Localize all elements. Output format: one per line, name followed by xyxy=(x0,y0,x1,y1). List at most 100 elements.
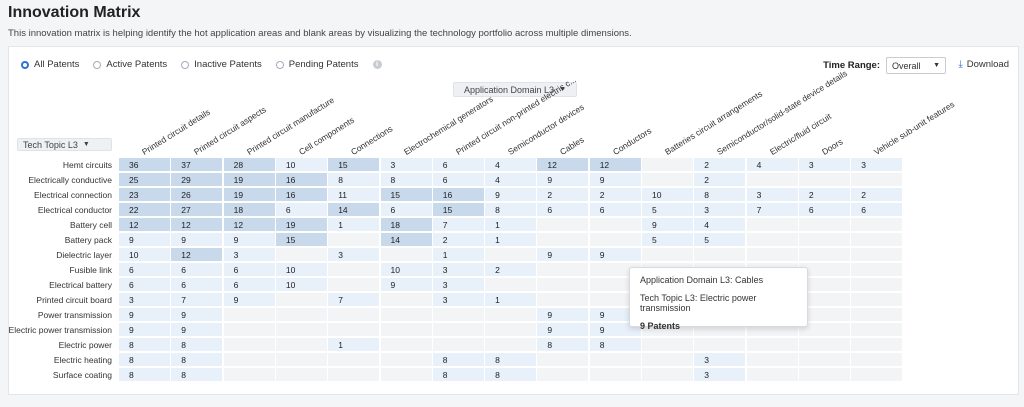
matrix-cell[interactable]: 4 xyxy=(485,158,537,172)
matrix-cell[interactable] xyxy=(433,338,485,352)
matrix-cell[interactable]: 1 xyxy=(328,338,380,352)
matrix-cell[interactable]: 9 xyxy=(590,248,642,262)
matrix-cell[interactable]: 26 xyxy=(171,188,223,202)
matrix-cell[interactable]: 9 xyxy=(485,188,537,202)
matrix-cell[interactable] xyxy=(851,338,903,352)
matrix-cell[interactable]: 19 xyxy=(224,173,276,187)
matrix-cell[interactable]: 7 xyxy=(747,203,799,217)
matrix-cell[interactable] xyxy=(276,368,328,382)
matrix-cell[interactable]: 16 xyxy=(276,188,328,202)
matrix-cell[interactable]: 2 xyxy=(433,233,485,247)
matrix-cell[interactable]: 8 xyxy=(485,203,537,217)
matrix-cell[interactable]: 2 xyxy=(590,188,642,202)
matrix-cell[interactable] xyxy=(747,173,799,187)
matrix-cell[interactable]: 7 xyxy=(328,293,380,307)
matrix-cell[interactable]: 11 xyxy=(328,188,380,202)
matrix-cell[interactable] xyxy=(851,263,903,277)
matrix-cell[interactable] xyxy=(433,323,485,337)
matrix-cell[interactable] xyxy=(485,248,537,262)
matrix-cell[interactable]: 16 xyxy=(276,173,328,187)
matrix-cell[interactable] xyxy=(328,353,380,367)
matrix-cell[interactable] xyxy=(799,353,851,367)
matrix-cell[interactable] xyxy=(590,368,642,382)
matrix-cell[interactable] xyxy=(485,323,537,337)
matrix-cell[interactable]: 6 xyxy=(590,203,642,217)
matrix-cell[interactable] xyxy=(642,338,694,352)
matrix-cell[interactable] xyxy=(276,338,328,352)
matrix-cell[interactable]: 9 xyxy=(119,323,171,337)
matrix-cell[interactable] xyxy=(642,173,694,187)
matrix-cell[interactable] xyxy=(642,248,694,262)
matrix-cell[interactable] xyxy=(433,308,485,322)
matrix-cell[interactable]: 3 xyxy=(694,203,746,217)
matrix-cell[interactable]: 3 xyxy=(433,263,485,277)
matrix-cell[interactable]: 1 xyxy=(433,248,485,262)
matrix-cell[interactable]: 10 xyxy=(381,263,433,277)
matrix-cell[interactable] xyxy=(590,233,642,247)
matrix-cell[interactable] xyxy=(276,323,328,337)
matrix-cell[interactable]: 3 xyxy=(799,158,851,172)
matrix-cell[interactable]: 18 xyxy=(381,218,433,232)
matrix-cell[interactable]: 8 xyxy=(171,368,223,382)
matrix-cell[interactable]: 12 xyxy=(590,158,642,172)
matrix-cell[interactable] xyxy=(328,278,380,292)
matrix-cell[interactable]: 19 xyxy=(276,218,328,232)
matrix-cell[interactable] xyxy=(851,248,903,262)
matrix-cell[interactable]: 10 xyxy=(276,278,328,292)
matrix-cell[interactable] xyxy=(851,308,903,322)
matrix-cell[interactable]: 7 xyxy=(171,293,223,307)
matrix-cell[interactable]: 25 xyxy=(119,173,171,187)
matrix-cell[interactable]: 9 xyxy=(224,233,276,247)
matrix-cell[interactable]: 9 xyxy=(537,308,589,322)
matrix-cell[interactable]: 6 xyxy=(537,203,589,217)
matrix-cell[interactable]: 8 xyxy=(537,338,589,352)
matrix-cell[interactable]: 5 xyxy=(694,233,746,247)
matrix-cell[interactable]: 8 xyxy=(328,173,380,187)
matrix-cell[interactable]: 16 xyxy=(433,188,485,202)
matrix-cell[interactable]: 19 xyxy=(224,188,276,202)
matrix-cell[interactable]: 3 xyxy=(433,293,485,307)
matrix-cell[interactable]: 3 xyxy=(747,188,799,202)
matrix-cell[interactable] xyxy=(328,368,380,382)
matrix-cell[interactable]: 9 xyxy=(381,278,433,292)
matrix-cell[interactable]: 2 xyxy=(694,173,746,187)
time-range-select[interactable]: Overall▼ xyxy=(886,57,946,74)
matrix-cell[interactable] xyxy=(381,293,433,307)
matrix-cell[interactable]: 9 xyxy=(537,248,589,262)
matrix-cell[interactable] xyxy=(224,338,276,352)
matrix-cell[interactable] xyxy=(537,233,589,247)
matrix-cell[interactable]: 8 xyxy=(485,353,537,367)
matrix-cell[interactable]: 9 xyxy=(171,308,223,322)
matrix-cell[interactable]: 23 xyxy=(119,188,171,202)
matrix-cell[interactable]: 3 xyxy=(328,248,380,262)
matrix-cell[interactable] xyxy=(381,338,433,352)
matrix-cell[interactable] xyxy=(590,353,642,367)
matrix-cell[interactable] xyxy=(224,353,276,367)
matrix-cell[interactable]: 12 xyxy=(171,218,223,232)
matrix-cell[interactable]: 2 xyxy=(799,188,851,202)
matrix-cell[interactable] xyxy=(381,353,433,367)
matrix-cell[interactable] xyxy=(799,368,851,382)
matrix-cell[interactable]: 5 xyxy=(642,203,694,217)
matrix-cell[interactable] xyxy=(642,368,694,382)
matrix-cell[interactable]: 12 xyxy=(119,218,171,232)
matrix-cell[interactable] xyxy=(851,173,903,187)
matrix-cell[interactable] xyxy=(328,308,380,322)
matrix-cell[interactable] xyxy=(537,368,589,382)
matrix-cell[interactable]: 5 xyxy=(642,233,694,247)
matrix-cell[interactable]: 1 xyxy=(328,218,380,232)
matrix-cell[interactable] xyxy=(851,353,903,367)
matrix-cell[interactable] xyxy=(276,353,328,367)
matrix-cell[interactable]: 8 xyxy=(171,353,223,367)
matrix-cell[interactable]: 9 xyxy=(171,233,223,247)
matrix-cell[interactable] xyxy=(537,263,589,277)
matrix-cell[interactable]: 9 xyxy=(119,308,171,322)
matrix-cell[interactable]: 3 xyxy=(381,158,433,172)
matrix-cell[interactable]: 10 xyxy=(276,158,328,172)
matrix-cell[interactable] xyxy=(851,323,903,337)
matrix-cell[interactable]: 15 xyxy=(276,233,328,247)
matrix-cell[interactable]: 1 xyxy=(485,218,537,232)
matrix-cell[interactable] xyxy=(485,278,537,292)
matrix-cell[interactable]: 9 xyxy=(537,323,589,337)
matrix-cell[interactable]: 12 xyxy=(171,248,223,262)
